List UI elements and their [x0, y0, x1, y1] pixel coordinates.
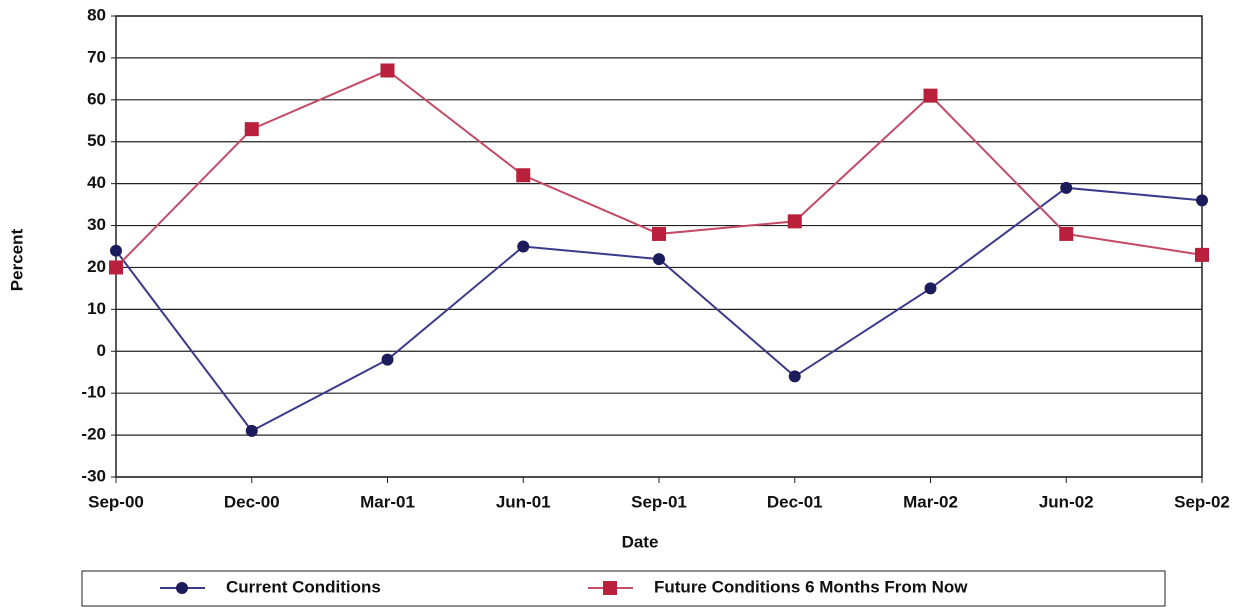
y-tick-label: 40	[87, 173, 106, 192]
legend-label: Future Conditions 6 Months From Now	[654, 577, 968, 596]
y-tick-label: -10	[81, 383, 106, 402]
legend-marker	[603, 581, 617, 595]
y-tick-label: 70	[87, 47, 106, 66]
data-point	[381, 353, 394, 366]
data-point	[110, 244, 122, 257]
data-point	[245, 424, 258, 437]
legend-marker	[176, 582, 188, 594]
y-tick-label: 50	[87, 131, 106, 150]
legend-label: Current Conditions	[226, 577, 381, 596]
legend-box	[81, 570, 1166, 607]
x-tick-label: Dec-01	[767, 492, 823, 511]
data-point	[923, 88, 938, 103]
x-tick-label: Jun-01	[496, 492, 551, 511]
data-point	[787, 214, 802, 229]
y-tick-label: 0	[97, 341, 106, 360]
y-tick-label: 30	[87, 215, 106, 234]
data-point	[653, 253, 665, 266]
data-point	[1059, 226, 1074, 241]
data-point	[517, 240, 530, 253]
data-point	[1196, 194, 1208, 207]
x-tick-label: Jun-02	[1039, 492, 1094, 511]
plot-border	[115, 15, 1203, 478]
x-tick-label: Dec-00	[224, 492, 280, 511]
data-point	[1195, 247, 1209, 262]
y-tick-label: 80	[87, 5, 106, 24]
x-tick-label: Sep-00	[88, 492, 144, 511]
data-point	[244, 122, 259, 137]
x-tick-label: Mar-02	[903, 492, 958, 511]
y-tick-label: 60	[87, 89, 106, 108]
data-point	[924, 282, 937, 295]
y-tick-label: -30	[81, 466, 106, 485]
data-point	[1060, 181, 1073, 194]
x-tick-label: Sep-02	[1174, 492, 1230, 511]
data-point	[652, 226, 666, 241]
y-tick-label: 20	[87, 257, 106, 276]
data-point	[380, 63, 395, 78]
x-tick-label: Mar-01	[360, 492, 415, 511]
x-axis-label: Date	[622, 532, 659, 551]
data-point	[788, 370, 801, 383]
x-tick-label: Sep-01	[631, 492, 687, 511]
y-tick-label: -20	[81, 425, 106, 444]
y-axis-label: Percent	[7, 228, 26, 291]
y-tick-label: 10	[87, 299, 106, 318]
data-point	[516, 168, 531, 183]
data-point	[109, 260, 123, 275]
